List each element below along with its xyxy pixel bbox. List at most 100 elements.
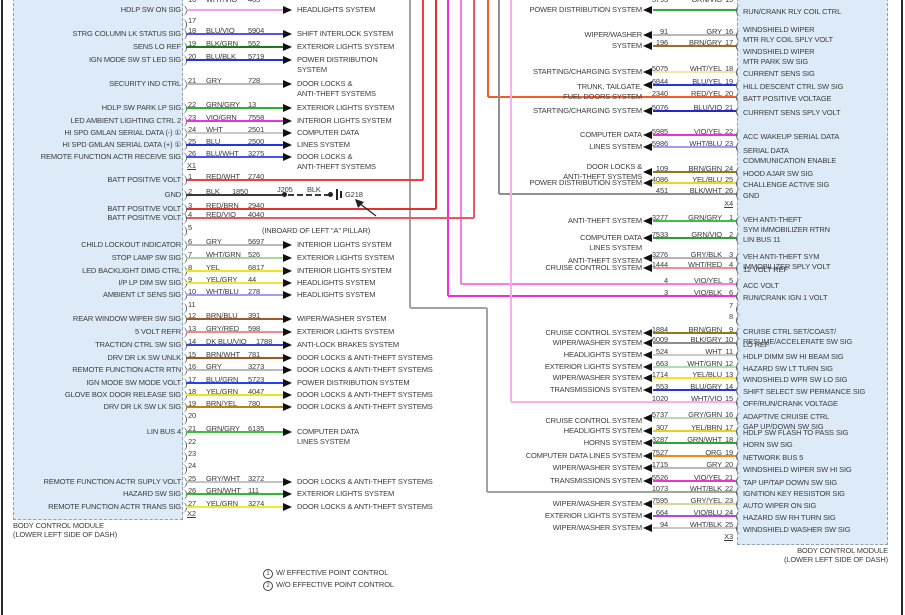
wire <box>186 194 284 196</box>
system-label: TRANSMISSIONS SYSTEM <box>549 476 642 485</box>
wire <box>653 527 736 529</box>
wire-color-code: BLK/WHT <box>689 186 722 195</box>
wire-color-code: WHT <box>705 347 722 356</box>
wire-color-code: VIO/GRN <box>206 113 237 122</box>
pin-number: 21 <box>188 76 197 85</box>
pin-number: 7 <box>728 301 733 310</box>
pin-number: 25 <box>724 175 733 184</box>
pin-bracket <box>736 373 741 384</box>
pin-number: 11 <box>188 300 196 309</box>
wire <box>653 332 736 334</box>
ground-note: (INBOARD OF LEFT "A" PILLAR) <box>262 226 371 235</box>
pin-bracket <box>736 350 741 361</box>
wire <box>653 257 736 259</box>
pin-number: 11 <box>725 347 734 356</box>
pin-bracket <box>182 226 187 237</box>
circuit-number: 109 <box>655 164 668 173</box>
wire <box>186 156 283 158</box>
wire <box>653 34 736 36</box>
pin-bracket <box>736 142 741 153</box>
pin-number: 21 <box>188 424 197 433</box>
pin-number: 9 <box>728 325 733 334</box>
pin-bracket <box>182 204 187 215</box>
system-label: WIPER/WASHER SYSTEM <box>297 314 387 323</box>
wire <box>653 237 736 239</box>
wire-color-code: WHT/YEL <box>689 64 722 73</box>
wire <box>653 9 736 11</box>
pin-number: 25 <box>724 520 733 529</box>
wire-color-code: BLU <box>206 137 221 146</box>
arrow-right-icon <box>283 291 292 299</box>
wire-color-code: BLU/BLK <box>206 52 236 61</box>
pin-number: 23 <box>188 113 197 122</box>
circuit-number: 5904 <box>248 26 265 35</box>
pin-number: 12 <box>724 359 733 368</box>
pin-bracket <box>736 487 741 498</box>
connector-label: X1 <box>187 161 196 170</box>
channel-wire-segment <box>460 0 462 284</box>
wire-color-code: YEL/BRN <box>690 423 722 432</box>
channel-wire-segment <box>410 307 487 309</box>
pin-number: 17 <box>188 16 197 25</box>
system-label: DOOR LOCKS & ANTI-THEFT SYSTEMS <box>297 353 433 362</box>
pin-number: 20 <box>724 89 733 98</box>
system-label: DOOR LOCKS & <box>297 152 353 161</box>
pin-bracket <box>736 338 741 349</box>
circuit-number: 13 <box>248 100 257 109</box>
circuit-label: SENS LO REF <box>133 42 181 51</box>
circuit-number: 5076 <box>651 103 668 112</box>
wire-color-code: BRN/YEL <box>206 399 238 408</box>
wire <box>186 369 283 371</box>
pin-number: 17 <box>724 423 733 432</box>
wire-color-code: GRY/BLK <box>690 250 722 259</box>
arrow-left-icon <box>643 179 652 187</box>
wire <box>653 45 736 47</box>
circuit-label: VEH ANTI-THEFT <box>743 215 802 224</box>
circuit-number: 3272 <box>248 474 265 483</box>
pin-number: 2 <box>728 230 733 239</box>
page-border-right <box>901 0 903 615</box>
pin-bracket <box>736 130 741 141</box>
wire-color-code: YEL/GRN <box>206 387 238 396</box>
wire-color-code: WHT/GRN <box>206 250 241 259</box>
system-label: POWER DISTRIBUTION <box>297 55 378 64</box>
pin-number: 13 <box>188 324 197 333</box>
arrow-left-icon <box>643 452 652 460</box>
circuit-number: 7527 <box>651 448 668 457</box>
arrow-left-icon <box>643 363 652 371</box>
circuit-label: SERIAL DATA <box>743 146 789 155</box>
ground-id: G218 <box>345 190 363 199</box>
arrow-left-icon <box>643 254 652 262</box>
wire-color-code: WHT <box>206 125 223 134</box>
circuit-number: 3273 <box>248 362 265 371</box>
wire-color-code: BLK/GRY <box>690 335 722 344</box>
pin-number: 14 <box>188 337 197 346</box>
pin-number: 8 <box>728 312 733 321</box>
arrow-left-icon <box>643 500 652 508</box>
wire-color-code: BRN/WHT <box>206 350 240 359</box>
system-label: DOOR LOCKS & <box>297 79 353 88</box>
arrow-left-icon <box>643 351 652 359</box>
wire-color-code: BLU/YEL <box>692 77 722 86</box>
circuit-label: HORN SW SIG <box>743 440 793 449</box>
pin-bracket <box>736 315 741 326</box>
pin-number: 18 <box>188 387 197 396</box>
circuit-number: 6135 <box>248 424 265 433</box>
wire <box>186 144 283 146</box>
channel-wire-segment <box>448 295 736 297</box>
wire <box>186 83 283 85</box>
pin-number: 5 <box>728 276 733 285</box>
arrow-right-icon <box>283 428 292 436</box>
wire-color-code: WHT/GRN <box>687 359 722 368</box>
circuit-label: STOP LAMP SW SIG <box>111 253 181 262</box>
system-label: STARTING/CHARGING SYSTEM <box>532 106 642 115</box>
system-label: COMPUTER DATA LINES SYSTEM <box>525 451 642 460</box>
pin-bracket <box>736 397 741 408</box>
pin-bracket <box>736 362 741 373</box>
channel-wire-segment <box>486 308 488 492</box>
system-label: CRUISE CONTROL SYSTEM <box>545 328 642 337</box>
circuit-number: 5737 <box>651 410 668 419</box>
wire-color-code: YEL <box>206 263 220 272</box>
pin-number: 24 <box>188 461 197 470</box>
